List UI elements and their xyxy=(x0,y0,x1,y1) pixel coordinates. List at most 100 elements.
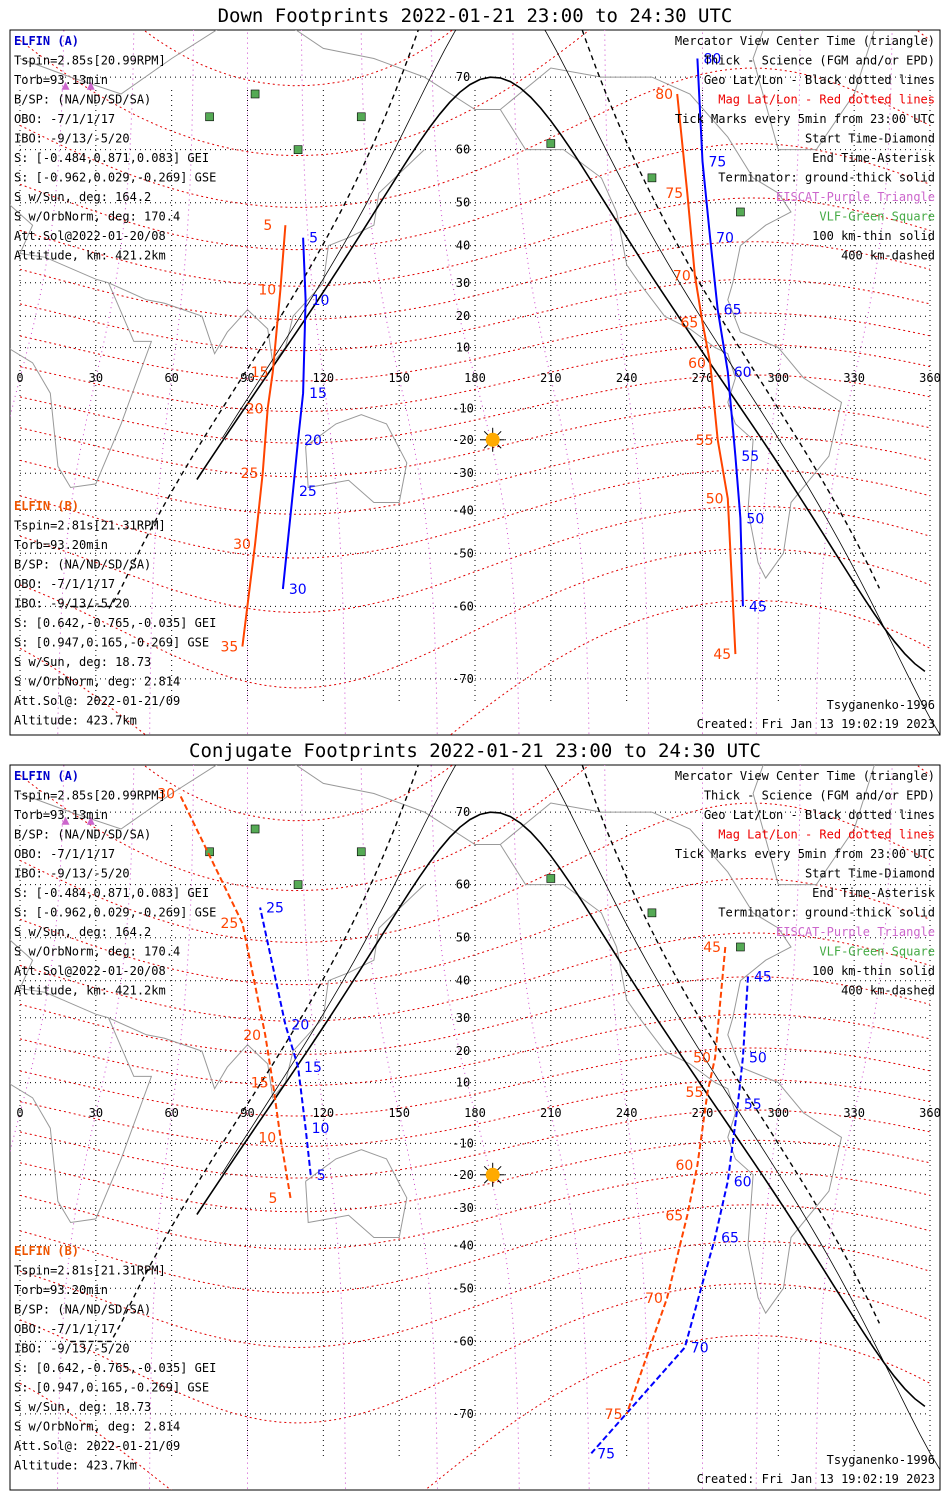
vlf-station-marker xyxy=(647,173,657,183)
lon-tick-label: 60 xyxy=(164,371,178,385)
elfin-a-label: ELFIN (A) xyxy=(14,34,79,48)
created-timestamp: Created: Fri Jan 13 19:02:19 2023 xyxy=(697,1472,935,1486)
mag-meridian-line xyxy=(815,765,893,1490)
mag-latitude-line xyxy=(19,436,931,515)
model-label: Tsyganenko-1996 xyxy=(827,1453,935,1467)
lat-tick-label: 70 xyxy=(456,805,470,819)
map-content: 0 30 60 90 120 150 180 210 240 270 300 330 360 70 60 50… xyxy=(10,765,940,1490)
footprint-tick-label: 5 xyxy=(263,218,272,234)
lat-tick-label: 10 xyxy=(456,1076,470,1090)
mag-meridian-line xyxy=(512,30,590,735)
lat-tick-label: -20 xyxy=(452,1168,474,1182)
footprint-tick-label: 25 xyxy=(220,916,238,932)
mag-meridian-line xyxy=(149,30,195,735)
mag-meridian-line xyxy=(56,765,135,1490)
coastline xyxy=(305,1149,408,1238)
lon-tick-label: 300 xyxy=(767,1106,789,1120)
coastline xyxy=(752,30,875,151)
mag-latitude-line xyxy=(19,469,931,559)
elfin-b-info-line: S w/Sun, deg: 18.73 xyxy=(14,655,151,669)
lat-tick-label: -30 xyxy=(452,1201,474,1215)
down-footprints-title: Down Footprints 2022-01-21 23:00 to 24:3… xyxy=(217,5,733,27)
footprint-tick-label: 30 xyxy=(233,537,251,553)
elfin-b-info-line: IBO: -9/13/-5/20 xyxy=(14,597,130,611)
vlf-station-marker xyxy=(356,847,366,857)
elfin-b-info-line: OBO: -7/1/1/17 xyxy=(14,1322,115,1336)
elfin-a-info-line: S w/OrbNorm, deg: 170.4 xyxy=(14,210,180,224)
legend-line: Thick - Science (FGM and/or EPD) xyxy=(704,54,935,68)
mag-meridian-line xyxy=(360,30,438,735)
subsolar-sun xyxy=(485,432,500,447)
footprint-tick-label: 55 xyxy=(696,433,714,449)
lat-tick-label: 40 xyxy=(456,239,470,253)
lat-tick-label: 30 xyxy=(456,1011,470,1025)
lon-tick-label: 270 xyxy=(692,371,714,385)
mag-meridian-line xyxy=(512,765,590,1490)
lon-tick-label: 180 xyxy=(464,371,486,385)
footprint-tick-label: 55 xyxy=(741,449,759,465)
lon-tick-label: 270 xyxy=(692,1106,714,1120)
lat-tick-label: -10 xyxy=(452,401,474,415)
legend-line: VLF-Green Square xyxy=(819,210,935,224)
lat-tick-label: -50 xyxy=(452,1281,474,1295)
elfin-a-info-line: IBO: -9/13/-5/20 xyxy=(14,867,130,881)
lon-tick-label: 0 xyxy=(16,1106,23,1120)
legend-line: Start Time-Diamond xyxy=(805,867,935,881)
elfin-a-info-line: S: [-0.484,0.871,0.083] GEI xyxy=(14,151,209,165)
terminator-400km xyxy=(70,30,881,608)
coastline xyxy=(108,884,425,1099)
elfin-a-info-line: Tspin=2.85s[20.99RPM] xyxy=(14,789,166,803)
elfin-b-info-line: S: [0.947,0.165,-0.269] GSE xyxy=(14,1381,209,1395)
mag-latitude-line xyxy=(19,505,931,614)
terminator-400km xyxy=(70,765,881,1343)
elfin-a-info-line: IBO: -9/13/-5/20 xyxy=(14,132,130,146)
footprint-tick-label: 65 xyxy=(681,316,699,332)
vlf-station-marker xyxy=(293,880,303,889)
mag-latitude-line xyxy=(19,1240,931,1349)
elfin-b-info-line: S w/OrbNorm, deg: 2.814 xyxy=(14,1420,180,1434)
lon-tick-label: 180 xyxy=(464,1106,486,1120)
mag-latitude-line xyxy=(19,1047,931,1117)
lat-tick-label: -20 xyxy=(452,433,474,447)
mag-meridian-line xyxy=(300,30,346,735)
mag-meridian-line xyxy=(604,30,650,735)
lat-tick-label: -60 xyxy=(452,1334,474,1348)
footprint-tick-label: 50 xyxy=(693,1051,711,1067)
footprint-tick-label: 45 xyxy=(749,599,767,615)
mag-meridian-line xyxy=(755,30,801,735)
lon-tick-label: 150 xyxy=(388,371,410,385)
legend-line: 100 km-thin solid xyxy=(812,964,935,978)
map-content: 0 30 60 90 120 150 180 210 240 270 300 330 360 70 60 50… xyxy=(10,30,940,735)
footprint-tick-label: 60 xyxy=(675,1158,693,1174)
footprint-tick-label: 80 xyxy=(655,87,673,103)
elfin-b-info-line: S: [0.642,-0.765,-0.035] GEI xyxy=(14,616,216,630)
elfin-b-label: ELFIN (B) xyxy=(14,499,79,513)
lat-tick-label: 40 xyxy=(456,974,470,988)
footprint-track-b xyxy=(625,946,727,1415)
map-panel-2: 0 30 60 90 120 150 180 210 240 270 300 330 360 70 60 50… xyxy=(9,764,941,1491)
elfin-a-info-line: Att.Sol@2022-01-20/08 xyxy=(14,964,166,978)
lat-tick-label: -50 xyxy=(452,546,474,560)
lon-tick-label: 150 xyxy=(388,1106,410,1120)
footprint-tick-label: 5 xyxy=(268,1191,277,1207)
legend-line: Mercator View Center Time (triangle) xyxy=(675,34,935,48)
footprint-tick-label: 20 xyxy=(291,1018,309,1034)
footprint-track-a xyxy=(696,58,744,607)
lon-tick-label: 120 xyxy=(312,371,334,385)
footprint-tick-label: 10 xyxy=(258,1130,276,1146)
elfin-b-info-line: OBO: -7/1/1/17 xyxy=(14,577,115,591)
footprint-tick-label: 75 xyxy=(605,1407,623,1423)
elfin-a-label: ELFIN (A) xyxy=(14,769,79,783)
coastline xyxy=(19,30,501,110)
legend-line: VLF-Green Square xyxy=(819,945,935,959)
elfin-a-info-line: S: [-0.484,0.871,0.083] GEI xyxy=(14,886,209,900)
footprint-tick-label: 45 xyxy=(754,970,772,986)
elfin-a-info-line: OBO: -7/1/1/17 xyxy=(14,112,115,126)
legend-line: Terminator: ground-thick solid xyxy=(718,906,935,920)
coastline xyxy=(499,67,843,580)
lon-tick-label: 90 xyxy=(240,1106,254,1120)
lon-tick-label: 210 xyxy=(540,371,562,385)
footprint-tick-label: 60 xyxy=(734,1174,752,1190)
mag-latitude-line xyxy=(19,1283,931,1424)
lat-tick-label: 50 xyxy=(456,931,470,945)
